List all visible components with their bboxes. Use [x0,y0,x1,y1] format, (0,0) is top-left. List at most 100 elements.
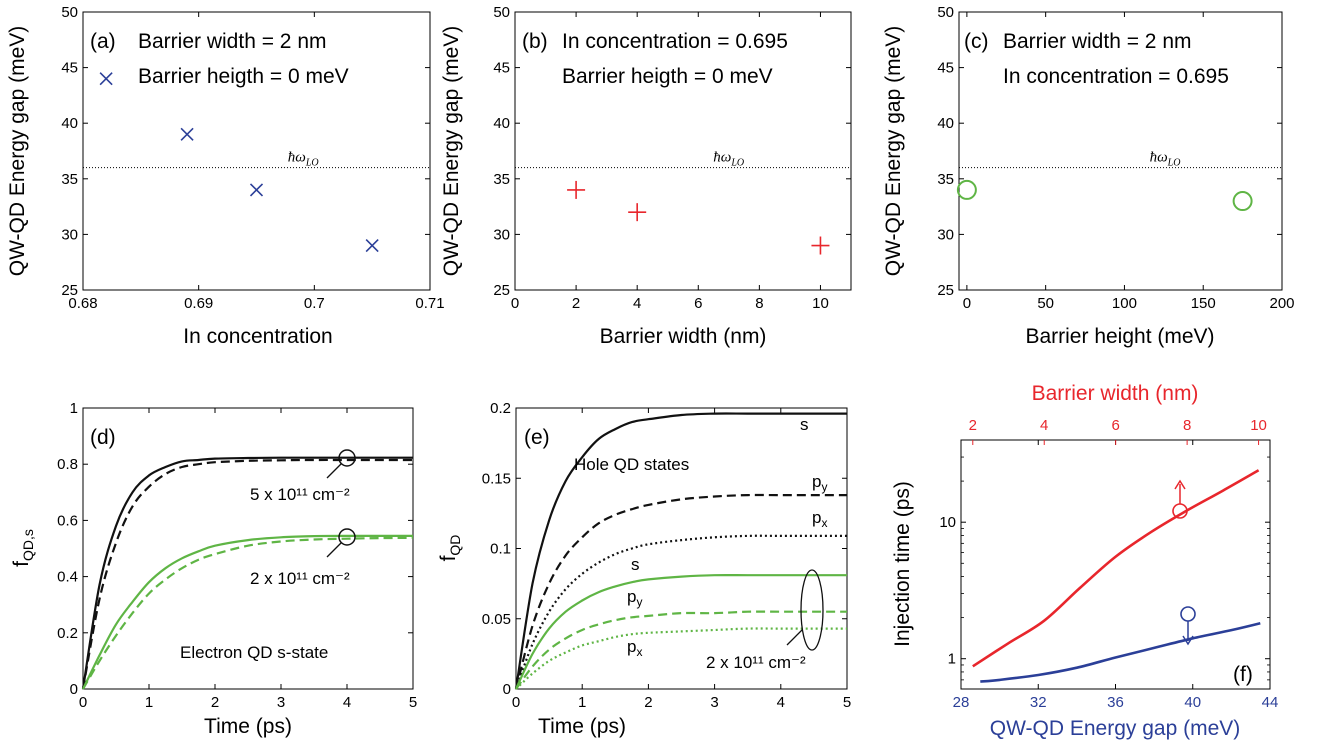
series-line-2 [514,534,847,690]
data-point-plus [628,203,647,222]
grid-ticks: 0 1 2 3 4 5 0 0.2 0.4 0.6 0.8 1 [57,400,417,711]
x-tick-label: 32 [1030,694,1047,711]
x2-tick-label: 4 [1040,417,1048,434]
y-tick-label: 35 [61,171,78,188]
grid-ticks: 0.68 0.69 0.7 0.71 25 30 35 40 45 50 [61,4,444,312]
panel-d: 0 1 2 3 4 5 0 0.2 0.4 0.6 0.8 1 (d) Electron QD s-s… [10,400,417,738]
y-tick-label: 25 [937,282,954,299]
curve-label-s-black: s [800,415,809,434]
grid-ticks: 0 50 100 150 200 25 30 35 40 45 50 [937,4,1294,312]
series-lines [514,412,847,690]
y-tick-label: 35 [937,171,954,188]
y-tick-label: 35 [493,171,510,188]
annotation-density-high: 5 x 10¹¹ cm⁻² [250,485,350,504]
y-axis-label: QW-QD Energy gap (meV) [6,26,29,277]
y-tick-label: 45 [493,60,510,77]
annotation-2: In concentration = 0.695 [1003,65,1229,88]
x-tick-label: 2 [572,295,580,312]
x-tick-label: 50 [1037,295,1054,312]
y-tick-label: 0.1 [490,541,511,558]
series-line-5 [515,627,847,690]
y-tick-label: 50 [937,4,954,21]
panel-c: 0 50 100 150 200 25 30 35 40 45 50 (c) Barrier wid… [882,4,1295,348]
series-line-0 [81,456,413,690]
y-tick-label: 50 [493,4,510,21]
x2-tick-label: 8 [1183,417,1191,434]
plot-frame [960,439,1271,690]
x-tick-label: 0 [512,694,520,711]
panel-b: 0 2 4 6 8 10 25 30 35 40 45 50 (b) In concentration… [440,4,852,348]
y-tick-label: 40 [937,115,954,132]
density-markers [326,449,356,558]
x-tick-label: 6 [694,295,702,312]
annotation-1: Barrier width = 2 nm [138,30,327,53]
y-tick-label: 0.6 [57,512,78,529]
marker-arrow-high [326,463,342,479]
y-tick-label: 45 [61,60,78,77]
series-line-3 [515,574,847,690]
x-stroke [180,127,194,141]
x-tick-label: 4 [343,694,351,711]
axis-indicators [1172,479,1196,646]
data-point-x [249,183,264,197]
curve-labels: s py px s py px [627,415,827,659]
data-point-x [99,72,113,86]
x-tick-label: 36 [1107,694,1124,711]
curve-label-px-black: px [812,508,827,530]
blue-arrowhead [1182,635,1194,646]
x2-tick-label: 10 [1250,417,1267,434]
x-tick-label: 3 [277,694,285,711]
y-tick-label: 40 [493,115,510,132]
x-axis-label: In concentration [183,325,332,348]
y-tick-label: 1 [70,400,78,417]
data-point-circle [956,179,977,200]
annotation-density-low: 2 x 10¹¹ cm⁻² [250,569,350,588]
plot-frame [515,407,848,690]
y-axis-label: Injection time (ps) [891,481,914,647]
y-tick-label: 30 [937,226,954,243]
grid-ticks: 28 32 36 40 44 1 10 2 4 6 8 10 [939,417,1278,711]
data-point-plus [567,180,586,199]
series-line-1 [81,458,413,690]
y-tick-label: 45 [937,60,954,77]
y-tick-label: 0 [70,681,78,698]
panel-e: 0 1 2 3 4 5 0 0.05 0.1 0.15 0.2 (e) Hole QD states… [437,400,851,738]
y-tick-label: 30 [61,226,78,243]
x-tick-label: 4 [633,295,641,312]
x-tick-label: 2 [644,694,652,711]
x-tick-label: 5 [409,694,417,711]
hbar-omega-label: ħωLO [1150,150,1181,169]
y-tick-label: 25 [61,282,78,299]
panel-label: (e) [524,426,550,449]
y-tick-label: 0.05 [482,611,511,628]
x2-tick-label: 2 [969,417,977,434]
x-axis-label: Barrier height (meV) [1025,325,1214,348]
x2-tick-label: 6 [1112,417,1120,434]
curve-label-s-green: s [631,555,640,574]
series-line-1 [514,493,847,690]
y-axis-label: QW-QD Energy gap (meV) [440,26,463,277]
y-tick-label: 1 [948,651,956,668]
panel-label: (c) [964,30,989,53]
annotation-hole: Hole QD states [574,455,689,474]
hbar-omega-label: ħωLO [713,150,744,169]
y-tick-label: 30 [493,226,510,243]
plot-frame [958,11,1283,291]
y-tick-label: 40 [61,115,78,132]
data-point-x [365,238,379,253]
y-tick-label: 50 [61,4,78,21]
annotation-2: Barrier heigth = 0 meV [138,65,349,88]
series-line-0 [972,469,1260,668]
group-arrow [786,629,803,646]
x-tick-label: 3 [710,694,718,711]
x-tick-label: 100 [1112,295,1137,312]
x-tick-label: 28 [953,694,970,711]
x-tick-label: 0.68 [68,295,97,312]
annotation-1: Barrier width = 2 nm [1003,30,1192,53]
y-tick-label: 0.4 [57,569,78,586]
series-line-4 [515,610,847,690]
annotation-1: In concentration = 0.695 [562,30,788,53]
x-tick-label: 1 [578,694,586,711]
y-tick-label: 0.2 [57,625,78,642]
